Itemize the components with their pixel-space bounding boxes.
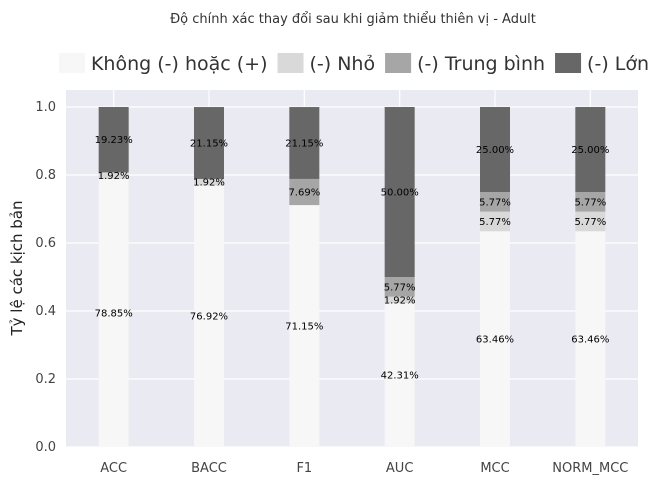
bar-segment bbox=[384, 296, 415, 304]
legend-label: (-) Trung bình bbox=[417, 53, 545, 75]
data-label: 50.00% bbox=[381, 188, 419, 199]
bars bbox=[98, 107, 606, 448]
y-tick-label: 0.0 bbox=[35, 440, 56, 455]
bar-segment bbox=[194, 185, 224, 448]
legend-item: (-) Trung bình bbox=[385, 53, 545, 75]
data-label: 1.92% bbox=[98, 171, 130, 182]
bar-segment bbox=[480, 231, 510, 447]
x-tick-label: MCC bbox=[480, 461, 509, 476]
bar-segment bbox=[98, 107, 129, 173]
bar-segment bbox=[384, 277, 415, 297]
bar-segment bbox=[480, 211, 510, 232]
legend-swatch bbox=[385, 53, 412, 73]
y-tick-label: 0.6 bbox=[35, 236, 56, 251]
bar-segment bbox=[194, 178, 224, 186]
x-tick-label: F1 bbox=[296, 461, 312, 476]
y-tick-label: 0.2 bbox=[35, 372, 56, 387]
legend-label: (-) Nhỏ bbox=[309, 53, 375, 75]
data-label: 1.92% bbox=[384, 295, 416, 306]
data-label: 63.46% bbox=[571, 335, 609, 346]
data-label: 5.77% bbox=[384, 282, 416, 293]
bar-segment bbox=[575, 192, 606, 212]
x-axis-ticks: ACC BACC F1 AUC MCC NORM_MCC bbox=[100, 461, 628, 476]
legend-item: (-) Lớn bbox=[555, 53, 649, 75]
bar-segment bbox=[194, 107, 224, 179]
data-label: 25.00% bbox=[476, 145, 514, 156]
bar-segment bbox=[575, 231, 606, 447]
legend-swatch bbox=[277, 53, 304, 73]
legend-label: Không (-) hoặc (+) bbox=[91, 53, 268, 75]
x-tick-label: AUC bbox=[386, 461, 414, 476]
y-tick-label: 1.0 bbox=[35, 100, 56, 115]
bar-segment bbox=[289, 205, 320, 447]
legend-item: Không (-) hoặc (+) bbox=[58, 53, 268, 75]
data-label: 71.15% bbox=[285, 322, 323, 333]
legend: Không (-) hoặc (+) (-) Nhỏ (-) Trung bình (… bbox=[58, 53, 649, 75]
bar-segment bbox=[384, 303, 415, 447]
data-label: 63.46% bbox=[476, 335, 514, 346]
bar-segment bbox=[575, 211, 606, 232]
x-tick-label: ACC bbox=[100, 461, 127, 476]
data-label: 7.69% bbox=[288, 188, 320, 199]
data-label: 1.92% bbox=[193, 178, 225, 189]
y-axis-label: Tỷ lệ các kịch bản bbox=[8, 200, 26, 336]
bar-segment bbox=[98, 178, 129, 447]
x-tick-label: BACC bbox=[191, 461, 227, 476]
data-label: 21.15% bbox=[190, 138, 228, 149]
chart-title: Độ chính xác thay đổi sau khi giảm thiểu… bbox=[170, 12, 536, 27]
bar-segment bbox=[289, 178, 320, 206]
bar-segment bbox=[480, 192, 510, 212]
data-label: 19.23% bbox=[95, 135, 133, 146]
legend-item: (-) Nhỏ bbox=[277, 53, 375, 75]
data-labels: 78.85% 1.92% 19.23% 76.92% 1.92% 21.15% 71.15%… bbox=[95, 135, 610, 381]
data-label: 5.77% bbox=[574, 217, 606, 228]
data-label: 5.77% bbox=[479, 197, 511, 208]
y-tick-label: 0.8 bbox=[35, 168, 56, 183]
bar-segment bbox=[480, 107, 510, 192]
bar-segment bbox=[98, 172, 129, 179]
plot-area bbox=[66, 90, 638, 447]
data-label: 21.15% bbox=[285, 138, 323, 149]
y-tick-label: 0.4 bbox=[35, 304, 56, 319]
legend-swatch bbox=[555, 53, 582, 73]
data-label: 78.85% bbox=[95, 308, 133, 319]
bar-segment bbox=[384, 107, 415, 277]
x-tick-label: NORM_MCC bbox=[552, 461, 628, 476]
bar-segment bbox=[575, 107, 606, 192]
data-label: 5.77% bbox=[479, 217, 511, 228]
data-label: 76.92% bbox=[190, 312, 228, 323]
bar-segment bbox=[289, 107, 320, 179]
legend-label: (-) Lớn bbox=[587, 53, 649, 75]
data-label: 25.00% bbox=[571, 145, 609, 156]
data-label: 5.77% bbox=[574, 197, 606, 208]
legend-swatch bbox=[58, 53, 85, 73]
y-axis-ticks: 0.0 0.2 0.4 0.6 0.8 1.0 bbox=[35, 100, 56, 455]
data-label: 42.31% bbox=[381, 371, 419, 382]
